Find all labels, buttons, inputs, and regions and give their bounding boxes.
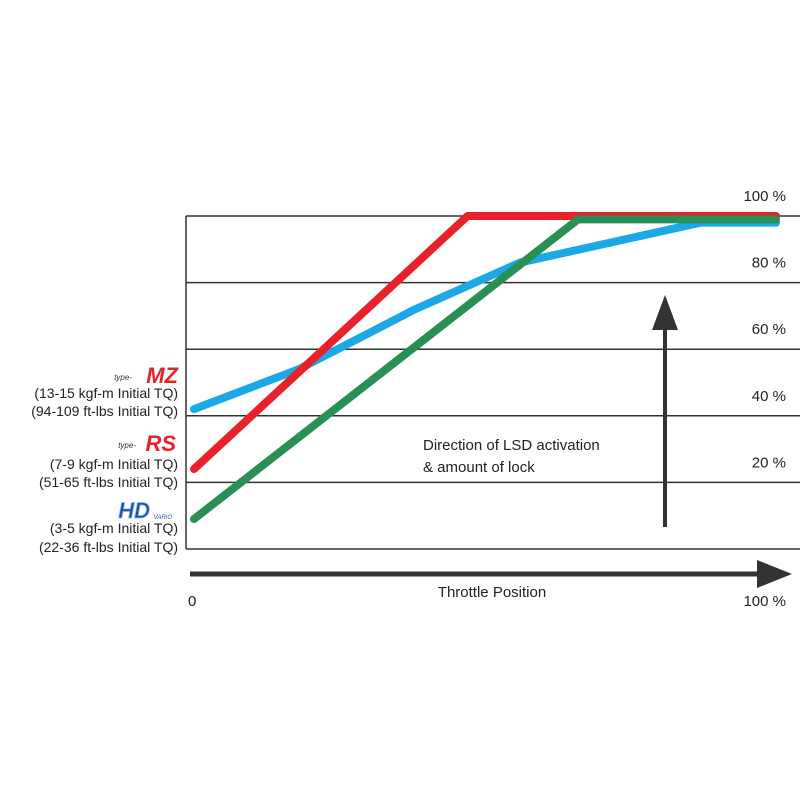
svg-text:(13-15 kgf-m Initial TQ): (13-15 kgf-m Initial TQ)	[34, 385, 178, 401]
x-axis-label: Throttle Position	[438, 584, 546, 601]
annotation-line-2: & amount of lock	[423, 459, 535, 476]
legend-type-mz: type- MZ (13-15 kgf-m Initial TQ) (94-10…	[31, 363, 179, 419]
y-tick-60: 60 %	[752, 321, 786, 338]
y-tick-labels: 20 % 40 % 60 % 80 % 100 %	[743, 188, 786, 471]
svg-text:type-: type-	[114, 373, 132, 382]
logo-hd: HD	[118, 498, 150, 523]
logo-type-mz: MZ	[146, 363, 179, 388]
y-tick-100: 100 %	[743, 188, 786, 205]
svg-text:(94-109 ft-lbs Initial TQ): (94-109 ft-lbs Initial TQ)	[31, 403, 178, 419]
series-lines	[190, 212, 780, 524]
series-line-hd	[190, 215, 780, 524]
y-tick-80: 80 %	[752, 255, 786, 272]
svg-text:(22-36 ft-lbs Initial TQ): (22-36 ft-lbs Initial TQ)	[39, 539, 178, 555]
x-tick-0: 0	[188, 593, 196, 610]
svg-text:(3-5 kgf-m Initial TQ): (3-5 kgf-m Initial TQ)	[50, 520, 178, 536]
svg-text:VARIO: VARIO	[154, 515, 173, 521]
legend-type-rs: type- RS (7-9 kgf-m Initial TQ) (51-65 f…	[39, 431, 178, 490]
y-tick-40: 40 %	[752, 388, 786, 405]
lsd-direction-arrow-head	[652, 295, 678, 330]
svg-text:type-: type-	[118, 441, 136, 450]
series-line-type-mz	[190, 218, 780, 414]
svg-text:(7-9 kgf-m Initial TQ): (7-9 kgf-m Initial TQ)	[50, 456, 178, 472]
annotation-line-1: Direction of LSD activation	[423, 437, 600, 454]
x-axis-arrow-head	[757, 560, 792, 588]
grid	[185, 215, 800, 550]
y-tick-20: 20 %	[752, 454, 786, 471]
series-line-type-rs	[190, 212, 780, 474]
x-tick-100: 100 %	[743, 593, 786, 610]
logo-type-rs: RS	[145, 431, 176, 456]
legend-hd: HD VARIO (3-5 kgf-m Initial TQ) (22-36 f…	[39, 498, 178, 555]
svg-text:(51-65 ft-lbs Initial TQ): (51-65 ft-lbs Initial TQ)	[39, 474, 178, 490]
